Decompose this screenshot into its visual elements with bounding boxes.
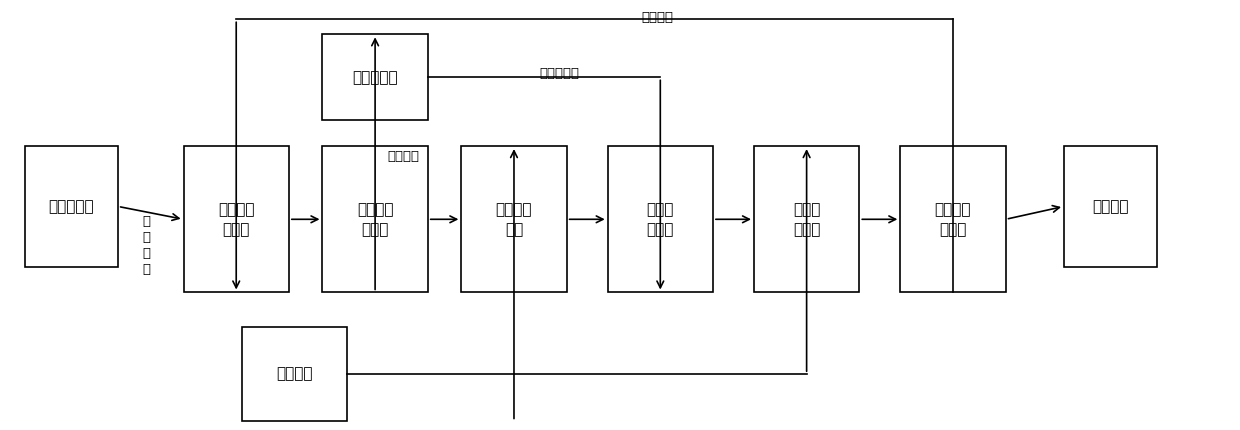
Text: 快速混凝
反应器: 快速混凝 反应器 <box>218 202 254 237</box>
Text: 上清液排放: 上清液排放 <box>539 68 579 80</box>
FancyBboxPatch shape <box>322 146 428 292</box>
FancyBboxPatch shape <box>1064 146 1157 267</box>
FancyBboxPatch shape <box>461 146 567 292</box>
FancyBboxPatch shape <box>754 146 859 292</box>
FancyBboxPatch shape <box>184 146 289 292</box>
Text: 二级分离
反应器: 二级分离 反应器 <box>935 202 971 237</box>
Text: 污泥回流: 污泥回流 <box>641 11 673 24</box>
Text: 高浓度废水: 高浓度废水 <box>48 199 94 214</box>
Text: 污泥分离: 污泥分离 <box>387 150 419 163</box>
FancyBboxPatch shape <box>242 327 347 421</box>
FancyBboxPatch shape <box>608 146 713 292</box>
Text: 反硝化
反应器: 反硝化 反应器 <box>646 202 675 237</box>
Text: 氨养化反
应器: 氨养化反 应器 <box>496 202 532 237</box>
Text: 一级分离
反应器: 一级分离 反应器 <box>357 202 393 237</box>
Text: 厌氧反应器: 厌氧反应器 <box>352 70 398 85</box>
Text: 后曝气
反应器: 后曝气 反应器 <box>792 202 821 237</box>
Text: 风机曝气: 风机曝气 <box>277 367 312 381</box>
FancyBboxPatch shape <box>900 146 1006 292</box>
FancyBboxPatch shape <box>322 34 428 120</box>
Text: 达标排放: 达标排放 <box>1092 199 1128 214</box>
FancyBboxPatch shape <box>25 146 118 267</box>
Text: 恒
温
加
热: 恒 温 加 热 <box>143 215 150 276</box>
